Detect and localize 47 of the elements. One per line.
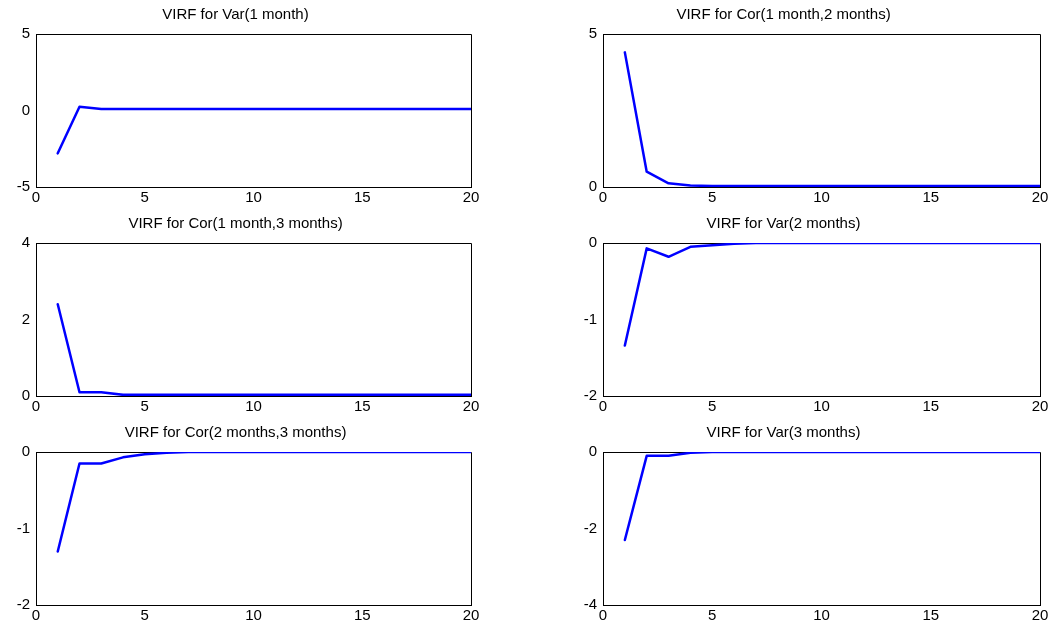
y-tick-label: 0 [588,233,597,251]
x-tick-label: 15 [353,606,371,624]
x-tick-label: 15 [353,188,371,206]
x-tick-label: 10 [245,397,262,415]
y-tick-label: -1 [16,518,30,536]
y-tick-label: -2 [583,386,597,404]
y-tick-label: 0 [21,442,30,460]
x-tick-label: 15 [922,606,940,624]
chart-title: VIRF for Var(1 month) [162,5,309,23]
x-tick-label: 20 [1031,606,1049,624]
chart-title: VIRF for Var(2 months) [706,214,861,232]
chart-title: VIRF for Cor(1 month,2 months) [676,5,891,23]
x-tick-label: 5 [708,397,717,415]
y-tick-label: 0 [588,177,597,195]
x-tick-label: 20 [462,397,480,415]
x-tick-label: 20 [462,188,480,206]
y-tick-label: 5 [588,24,597,42]
x-tick-label: 10 [245,606,262,624]
x-tick-label: 10 [813,606,830,624]
y-tick-label: -4 [583,595,597,613]
x-tick-label: 5 [140,188,149,206]
x-tick-label: 5 [140,397,149,415]
x-tick-label: 15 [922,188,940,206]
x-tick-label: 20 [1031,188,1049,206]
chart-title: VIRF for Cor(2 months,3 months) [124,423,347,441]
chart-title: VIRF for Var(3 months) [706,423,861,441]
x-tick-label: 5 [708,606,717,624]
x-tick-label: 20 [462,606,480,624]
chart-title: VIRF for Cor(1 month,3 months) [128,214,343,232]
y-tick-label: 4 [21,233,30,251]
y-tick-label: 2 [21,309,30,327]
y-tick-label: 0 [588,442,597,460]
x-tick-label: 20 [1031,397,1049,415]
y-tick-label: 0 [21,386,30,404]
x-tick-label: 15 [353,397,371,415]
x-tick-label: 15 [922,397,940,415]
x-tick-label: 10 [813,188,830,206]
y-tick-label: -2 [16,595,30,613]
x-tick-label: 5 [140,606,149,624]
y-tick-label: -5 [16,177,30,195]
y-tick-label: 0 [21,100,30,118]
x-tick-label: 10 [245,188,262,206]
y-tick-label: -2 [583,518,597,536]
x-tick-label: 10 [813,397,830,415]
x-tick-label: 5 [708,188,717,206]
y-tick-label: -1 [583,309,597,327]
y-tick-label: 5 [21,24,30,42]
